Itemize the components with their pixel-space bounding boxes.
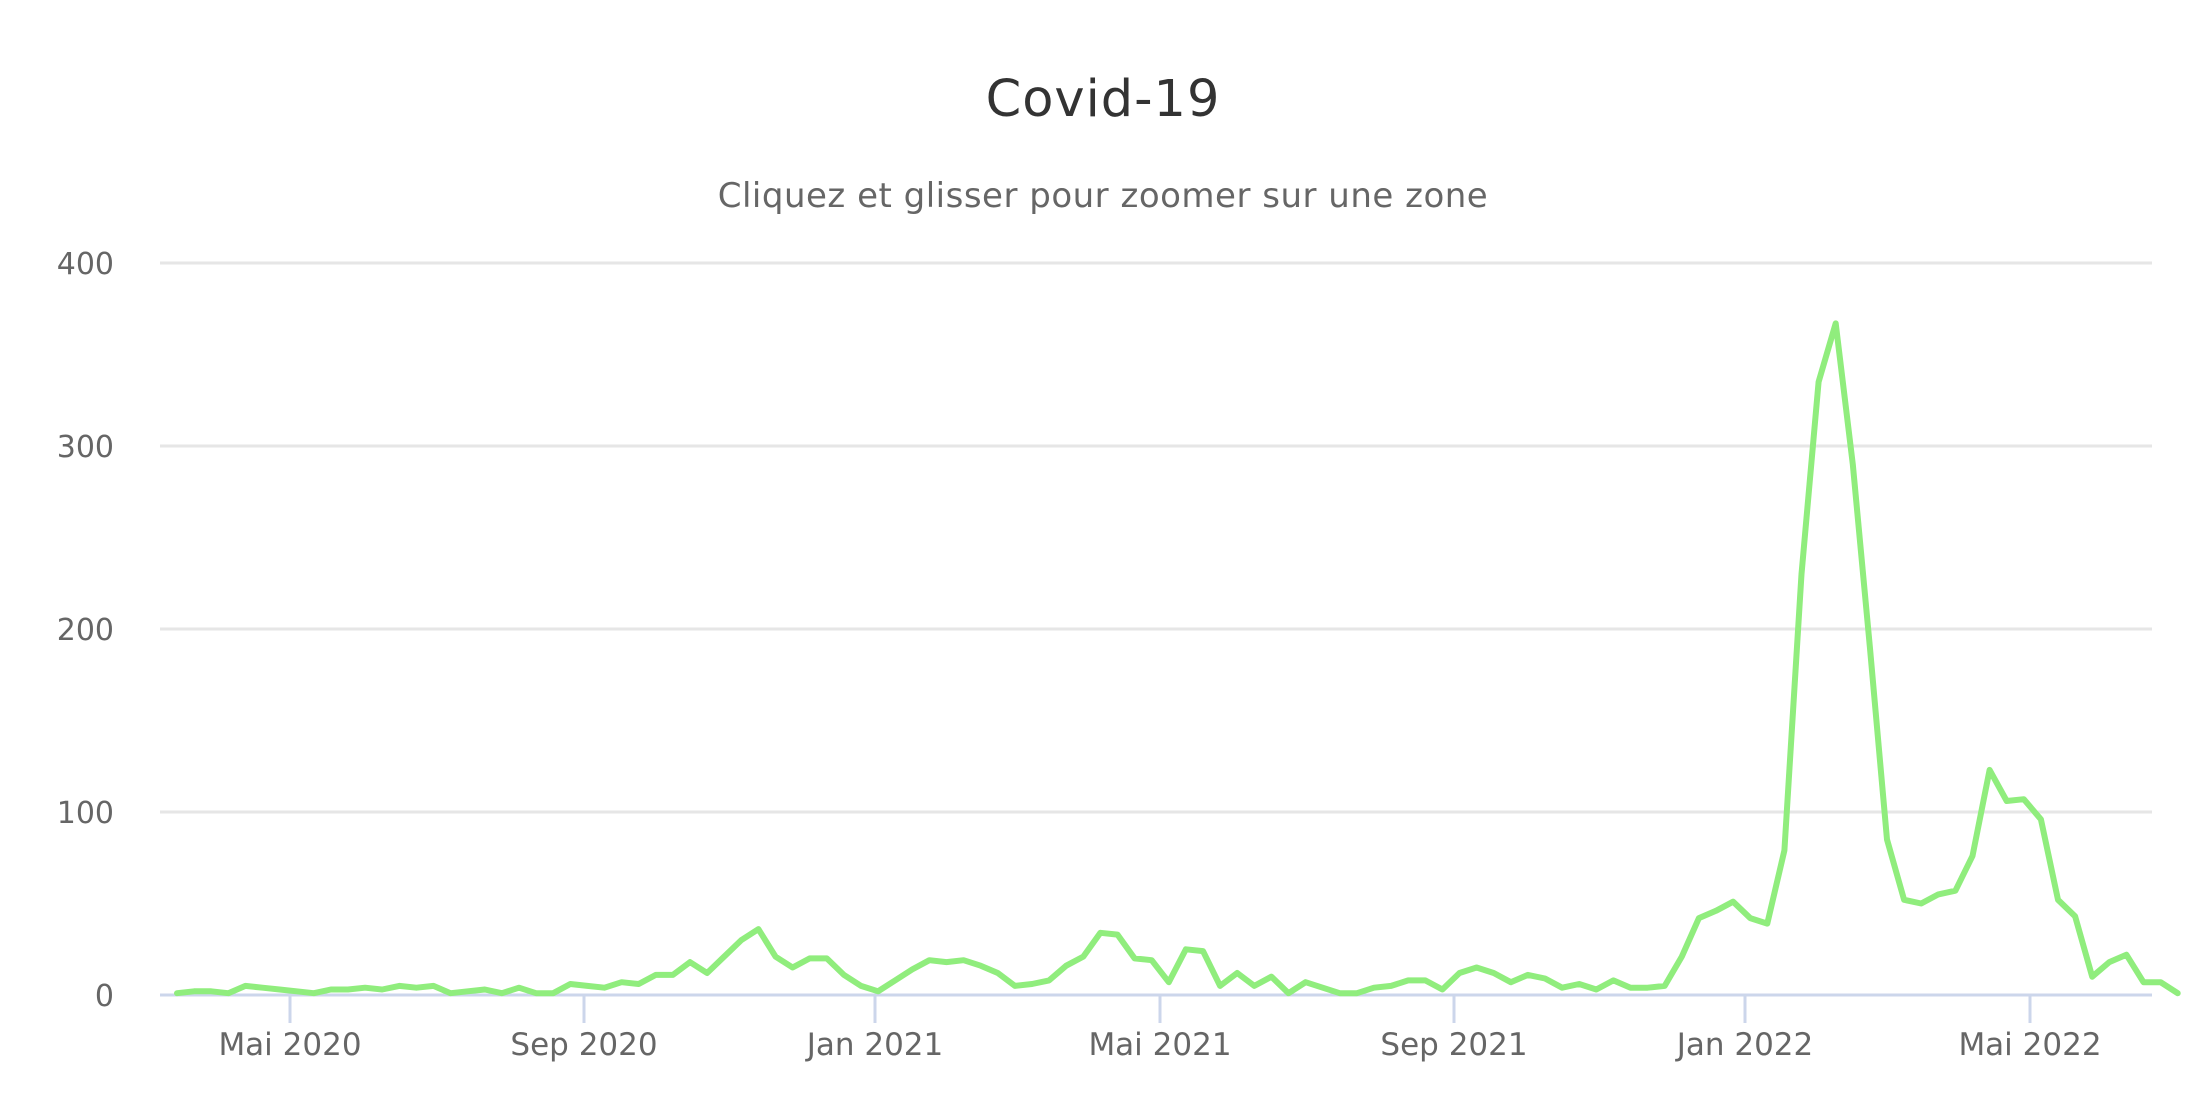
x-tick-label: Mai 2020 xyxy=(218,1027,361,1063)
y-tick-label: 400 xyxy=(57,247,114,282)
x-axis-labels: Mai 2020 Sep 2020 Jan 2021 Mai 2021 Sep 2021… xyxy=(218,995,2102,1063)
chart-title: Covid-19 xyxy=(985,70,1221,129)
y-tick-label: 0 xyxy=(95,979,114,1014)
x-tick-label: Mai 2022 xyxy=(1958,1027,2101,1063)
y-axis-labels: 0 100 200 300 400 xyxy=(57,247,114,1014)
y-tick-label: 200 xyxy=(57,613,114,648)
x-tick-label: Sep 2021 xyxy=(1380,1027,1527,1063)
x-tick-label: Jan 2021 xyxy=(805,1027,944,1063)
chart-subtitle: Cliquez et glisser pour zoomer sur une z… xyxy=(717,176,1489,216)
y-tick-label: 300 xyxy=(57,430,114,465)
x-tick-label: Jan 2022 xyxy=(1675,1027,1814,1063)
series-line-covid-19[interactable] xyxy=(174,320,2181,997)
x-tick-label: Mai 2021 xyxy=(1088,1027,1231,1063)
y-tick-label: 100 xyxy=(57,796,114,831)
x-tick-label: Sep 2020 xyxy=(510,1027,657,1063)
y-gridlines xyxy=(160,261,2152,814)
